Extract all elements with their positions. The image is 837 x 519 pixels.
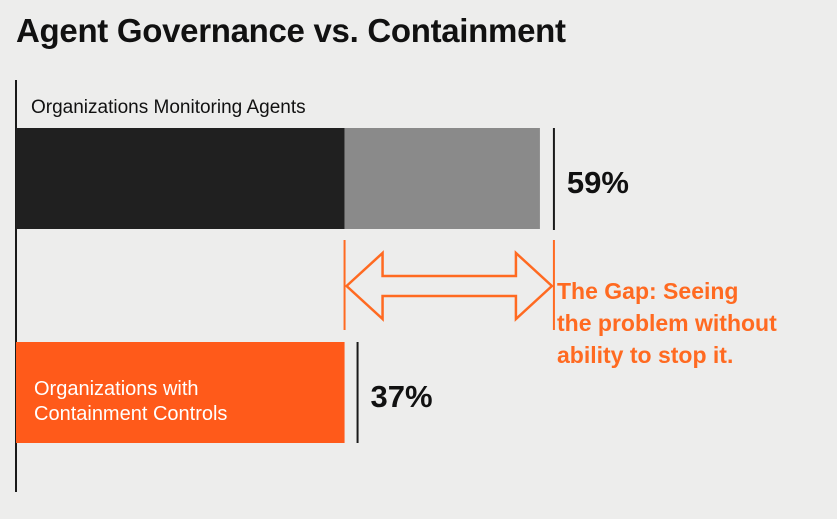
bar-monitoring-gap-segment [344, 128, 540, 229]
bar-containment [16, 342, 345, 443]
annotation-line: The Gap: Seeing [557, 278, 738, 304]
category-label-line: Organizations Monitoring Agents [31, 97, 306, 118]
gap-arrow-icon [343, 240, 555, 330]
value-label-containment: 37% [371, 379, 433, 414]
category-label-line: Organizations with [34, 378, 199, 400]
bar-monitoring [16, 128, 345, 229]
double-arrow-shape [344, 250, 554, 322]
annotation-line: ability to stop it. [557, 342, 733, 368]
chart-title: Agent Governance vs. Containment [16, 12, 566, 49]
value-label-monitoring: 59% [567, 165, 629, 200]
annotation-line: the problem without [557, 310, 777, 336]
category-label-containment: Organizations with Containment Controls [34, 378, 227, 425]
gap-annotation: The Gap: Seeing the problem without abilit… [557, 278, 777, 368]
category-label-line: Containment Controls [34, 403, 227, 425]
category-label-monitoring: Organizations Monitoring Agents [31, 97, 306, 118]
